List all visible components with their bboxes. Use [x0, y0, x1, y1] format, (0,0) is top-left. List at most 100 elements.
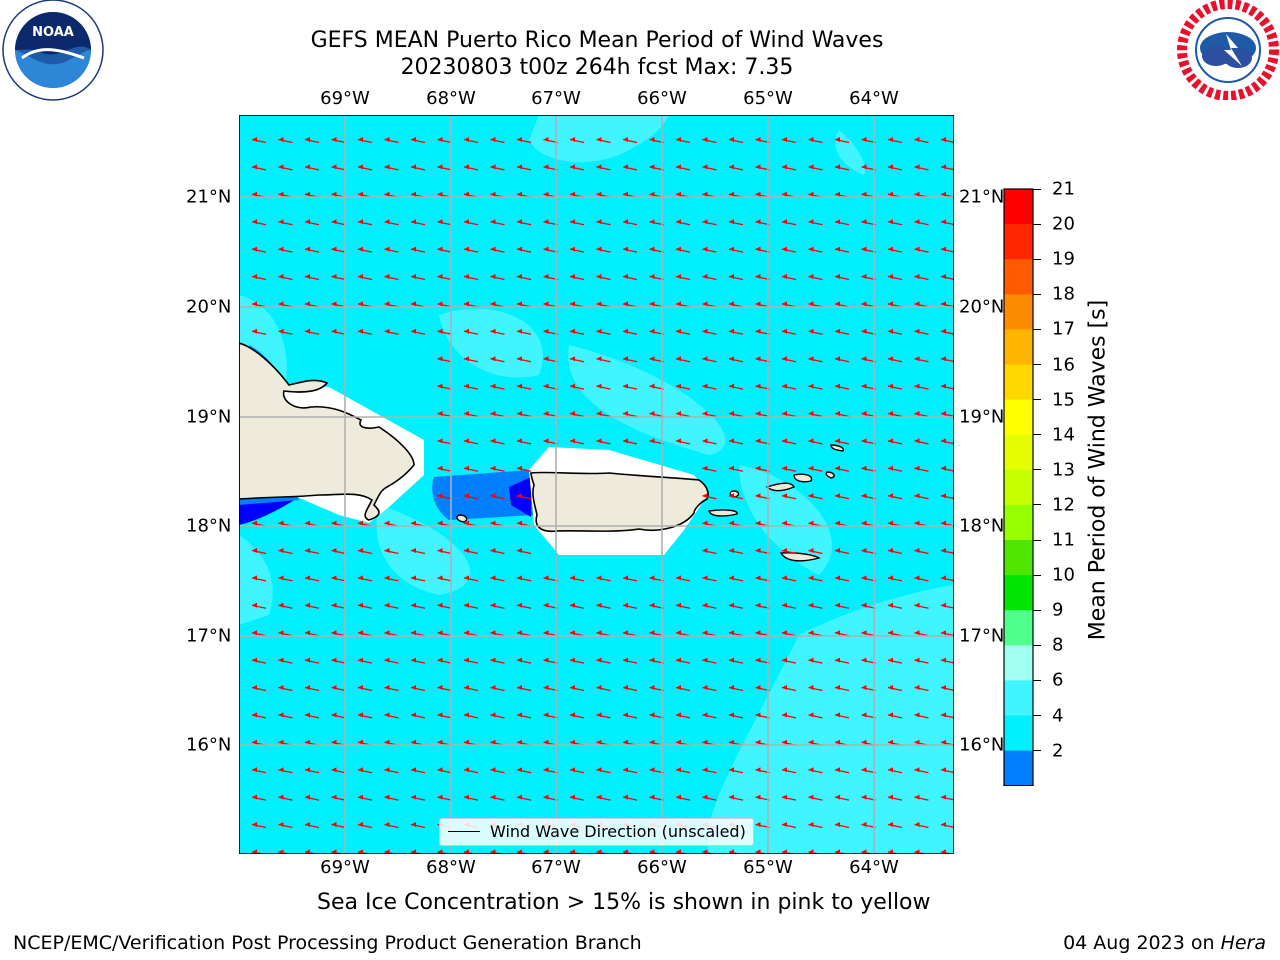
wave-direction-arrow	[490, 767, 505, 774]
wave-direction-arrow	[278, 712, 293, 719]
wave-direction-arrow	[278, 164, 293, 171]
wave-direction-arrow	[490, 465, 505, 472]
wave-direction-arrow	[543, 383, 558, 390]
wave-direction-arrow	[596, 602, 611, 609]
wave-direction-arrow	[543, 274, 558, 281]
wave-direction-arrow	[490, 657, 505, 664]
wave-direction-arrow	[357, 328, 373, 335]
colorbar-segment	[1004, 329, 1033, 365]
wave-direction-arrow	[649, 575, 664, 582]
wave-direction-arrow	[834, 767, 850, 774]
lon-label-bottom: 68°W	[426, 857, 476, 878]
wave-direction-arrow	[463, 493, 479, 500]
wave-direction-arrow	[702, 164, 717, 171]
wave-direction-arrow	[463, 219, 479, 226]
wave-direction-arrow	[781, 465, 797, 472]
wave-direction-arrow	[331, 712, 346, 719]
wave-direction-arrow	[304, 137, 320, 144]
colorbar-tick-label: 17	[1052, 318, 1075, 340]
wave-direction-arrow	[543, 657, 558, 664]
wave-direction-arrow	[755, 164, 770, 171]
wave-direction-arrow	[649, 411, 664, 418]
wave-direction-arrow	[914, 356, 929, 363]
wave-direction-arrow	[516, 465, 532, 472]
wave-direction-arrow	[914, 493, 929, 500]
wave-direction-arrow	[278, 822, 293, 829]
lat-label-right: 19°N	[959, 406, 1005, 428]
wave-direction-arrow	[728, 493, 744, 500]
wave-direction-arrow	[914, 657, 929, 664]
wave-direction-arrow	[861, 137, 876, 144]
wave-direction-arrow	[331, 137, 346, 144]
wave-direction-arrow	[410, 548, 426, 555]
wave-direction-arrow	[781, 548, 797, 555]
wave-direction-arrow	[728, 548, 744, 555]
lat-label-left: 19°N	[186, 406, 232, 428]
wave-direction-arrow	[675, 438, 691, 445]
wave-direction-arrow	[808, 602, 823, 609]
wind-wave-arrows	[251, 137, 954, 854]
wave-direction-arrow	[702, 575, 717, 582]
wave-direction-arrow	[410, 712, 426, 719]
wave-direction-arrow	[861, 602, 876, 609]
wave-direction-arrow	[914, 219, 929, 226]
wave-direction-arrow	[463, 794, 479, 801]
wave-direction-arrow	[702, 411, 717, 418]
wave-period-contours	[239, 115, 954, 854]
lat-label-right: 16°N	[959, 734, 1005, 756]
footer-date-text: 04 Aug 2023 on	[1063, 932, 1215, 954]
wave-direction-arrow	[861, 164, 876, 171]
colorbar-tick-label: 13	[1052, 459, 1075, 481]
wave-direction-arrow	[887, 602, 903, 609]
wave-direction-arrow	[649, 685, 664, 692]
wave-direction-arrow	[304, 164, 320, 171]
colorbar-segment	[1004, 750, 1033, 786]
wave-direction-arrow	[728, 657, 744, 664]
wave-direction-arrow	[649, 712, 664, 719]
colorbar-segment	[1004, 294, 1033, 330]
wave-direction-arrow	[755, 137, 770, 144]
wave-direction-arrow	[834, 219, 850, 226]
wave-direction-arrow	[463, 438, 479, 445]
wave-direction-arrow	[808, 219, 823, 226]
wave-direction-arrow	[516, 411, 532, 418]
wave-direction-arrow	[887, 575, 903, 582]
wave-direction-arrow	[622, 356, 638, 363]
wave-direction-arrow	[516, 657, 532, 664]
wave-direction-arrow	[251, 219, 267, 226]
wave-direction-arrow	[357, 657, 373, 664]
wave-direction-arrow	[808, 657, 823, 664]
wave-direction-arrow	[596, 657, 611, 664]
wave-direction-arrow	[834, 712, 850, 719]
wave-direction-arrow	[728, 767, 744, 774]
wave-direction-arrow	[834, 164, 850, 171]
wave-direction-arrow	[834, 602, 850, 609]
wave-direction-arrow	[887, 328, 903, 335]
wave-direction-arrow	[887, 794, 903, 801]
wave-direction-arrow	[490, 246, 505, 253]
wave-direction-arrow	[675, 575, 691, 582]
wave-direction-arrow	[675, 602, 691, 609]
wave-direction-arrow	[384, 767, 399, 774]
wave-direction-arrow	[755, 274, 770, 281]
wave-direction-arrow	[304, 822, 320, 829]
wave-direction-arrow	[569, 164, 585, 171]
lat-label-right: 18°N	[959, 515, 1005, 537]
wave-direction-arrow	[463, 465, 479, 472]
wave-direction-arrow	[622, 712, 638, 719]
wave-direction-arrow	[649, 657, 664, 664]
wave-direction-arrow	[808, 548, 823, 555]
wave-direction-arrow	[914, 465, 929, 472]
wave-direction-arrow	[702, 685, 717, 692]
colorbar-tick-label: 14	[1052, 424, 1075, 446]
wave-direction-arrow	[384, 712, 399, 719]
colorbar-tick-mark	[1033, 504, 1041, 506]
wave-direction-arrow	[331, 602, 346, 609]
wave-direction-arrow	[410, 794, 426, 801]
wave-direction-arrow	[437, 548, 452, 555]
wave-direction-arrow	[516, 794, 532, 801]
wave-direction-arrow	[861, 219, 876, 226]
wave-direction-arrow	[463, 246, 479, 253]
colorbar-segment	[1004, 399, 1033, 436]
wave-direction-arrow	[490, 356, 505, 363]
